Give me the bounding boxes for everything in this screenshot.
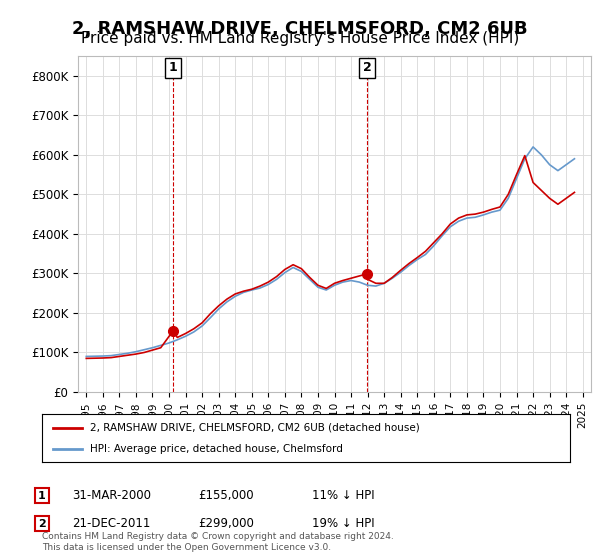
Text: 11% ↓ HPI: 11% ↓ HPI [312,489,374,502]
Text: Price paid vs. HM Land Registry's House Price Index (HPI): Price paid vs. HM Land Registry's House … [81,31,519,46]
Text: £155,000: £155,000 [198,489,254,502]
Text: 2, RAMSHAW DRIVE, CHELMSFORD, CM2 6UB (detached house): 2, RAMSHAW DRIVE, CHELMSFORD, CM2 6UB (d… [89,423,419,433]
Text: 2: 2 [38,519,46,529]
Text: 21-DEC-2011: 21-DEC-2011 [72,517,151,530]
Text: 2, RAMSHAW DRIVE, CHELMSFORD, CM2 6UB: 2, RAMSHAW DRIVE, CHELMSFORD, CM2 6UB [72,20,528,38]
Text: £299,000: £299,000 [198,517,254,530]
Text: 2: 2 [363,62,371,74]
Text: 19% ↓ HPI: 19% ↓ HPI [312,517,374,530]
Text: Contains HM Land Registry data © Crown copyright and database right 2024.
This d: Contains HM Land Registry data © Crown c… [42,532,394,552]
Text: 1: 1 [169,62,178,74]
Text: 31-MAR-2000: 31-MAR-2000 [72,489,151,502]
Text: HPI: Average price, detached house, Chelmsford: HPI: Average price, detached house, Chel… [89,444,343,454]
Text: 1: 1 [38,491,46,501]
